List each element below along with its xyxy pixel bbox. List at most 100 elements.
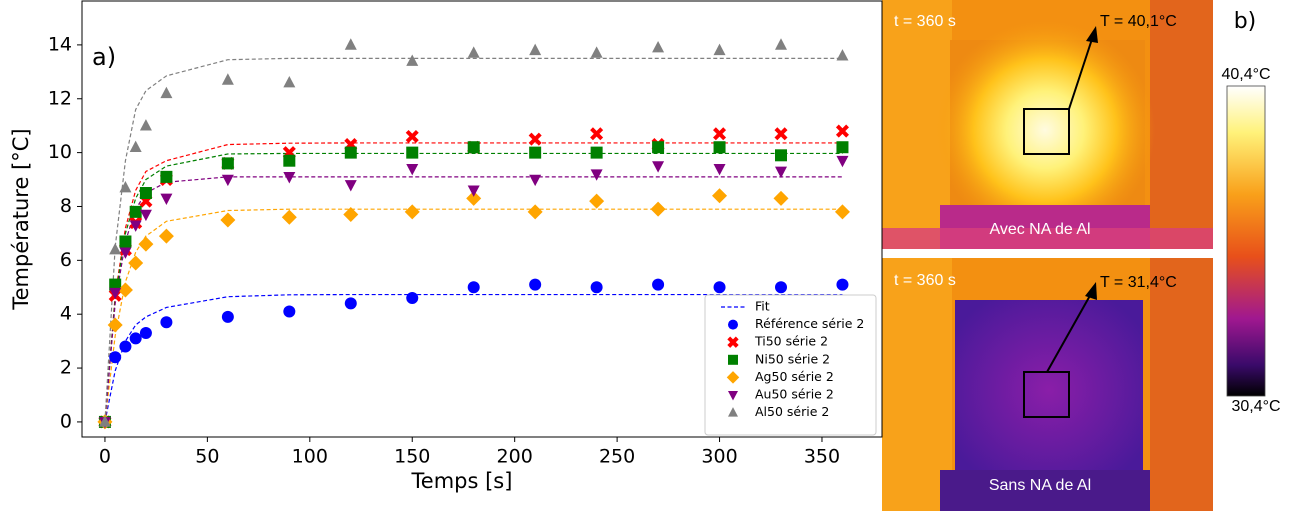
marker — [220, 212, 236, 228]
marker — [527, 204, 543, 220]
colorbar-max: 40,4°C — [1221, 66, 1270, 83]
legend-label: Ag50 série 2 — [755, 369, 834, 384]
marker — [835, 124, 849, 138]
marker — [344, 38, 357, 50]
marker — [117, 282, 133, 298]
legend-swatch — [728, 407, 738, 417]
marker — [109, 242, 122, 255]
marker — [773, 190, 789, 206]
colorbar-min: 30,4°C — [1231, 398, 1280, 415]
marker — [836, 141, 849, 154]
legend-label: Ni50 série 2 — [755, 351, 830, 366]
fit-line — [104, 57, 843, 422]
marker — [528, 132, 542, 146]
marker — [713, 43, 726, 56]
x-tick-label: 350 — [804, 446, 840, 468]
legend-label: Fit — [755, 299, 770, 314]
marker — [221, 310, 234, 323]
legend-swatch — [728, 319, 738, 330]
marker — [590, 46, 603, 58]
marker — [589, 193, 605, 209]
marker — [836, 49, 849, 61]
x-axis-label: Temps [s] — [411, 469, 513, 493]
marker — [98, 415, 111, 427]
marker — [160, 170, 173, 183]
marker — [129, 140, 142, 153]
y-axis-label: Température [°C] — [9, 128, 33, 310]
marker — [344, 297, 357, 310]
marker — [283, 75, 296, 88]
time-label: t = 360 s — [894, 272, 956, 289]
x-tick-label: 100 — [292, 446, 328, 468]
y-tick-label: 6 — [60, 249, 72, 271]
caption: Sans NA de Al — [989, 477, 1091, 494]
legend-swatch — [726, 371, 740, 384]
marker — [283, 305, 296, 318]
legend-box — [704, 294, 877, 436]
marker — [836, 278, 849, 291]
marker — [109, 351, 122, 364]
marker — [712, 188, 728, 204]
marker — [283, 154, 296, 167]
legend-label: Référence série 2 — [755, 316, 864, 331]
caption: Avec NA de Al — [989, 221, 1090, 238]
marker — [158, 228, 174, 244]
marker — [467, 141, 480, 154]
marker — [221, 174, 234, 187]
marker — [138, 236, 154, 252]
marker — [775, 149, 788, 162]
marker — [139, 187, 152, 200]
panel-label: b) — [1234, 9, 1257, 34]
x-tick-label: 200 — [497, 446, 533, 468]
y-tick-label: 4 — [60, 303, 72, 325]
marker — [406, 146, 419, 159]
temp-label: T = 40,1°C — [1100, 13, 1177, 30]
marker — [139, 119, 152, 131]
marker — [129, 220, 142, 232]
marker — [160, 86, 173, 99]
marker — [467, 46, 480, 58]
marker — [713, 127, 727, 141]
marker — [119, 340, 132, 353]
y-tick-label: 2 — [60, 357, 72, 379]
marker — [713, 141, 726, 154]
x-tick-label: 250 — [599, 446, 635, 468]
marker — [109, 287, 122, 300]
legend-label: Au50 série 2 — [755, 387, 834, 402]
x-tick-label: 300 — [701, 446, 737, 468]
legend-label: Al50 série 2 — [755, 404, 829, 419]
legend-swatch — [728, 354, 738, 365]
marker — [467, 185, 480, 197]
marker — [836, 155, 849, 168]
y-tick-label: 14 — [48, 33, 72, 55]
marker — [160, 193, 173, 205]
marker — [119, 235, 132, 248]
marker — [652, 141, 665, 154]
y-tick-label: 8 — [60, 195, 72, 217]
marker — [590, 127, 604, 141]
marker — [129, 205, 142, 218]
marker — [281, 209, 297, 225]
marker — [139, 327, 152, 340]
marker — [529, 43, 542, 56]
x-tick-label: 150 — [394, 446, 430, 468]
marker — [405, 129, 419, 143]
marker — [139, 209, 152, 222]
marker — [774, 127, 788, 141]
marker — [406, 163, 419, 176]
marker — [467, 281, 480, 294]
marker — [652, 161, 665, 173]
marker — [529, 146, 542, 159]
legend-label: Ti50 série 2 — [754, 334, 828, 349]
marker — [590, 169, 603, 181]
y-tick-label: 12 — [48, 87, 72, 109]
thermal-image-bottom: t = 360 s T = 31,4°C Sans NA de Al — [882, 258, 1213, 511]
marker — [650, 201, 666, 217]
marker — [128, 255, 144, 271]
thermal-image-top: t = 360 s T = 40,1°C Avec NA de Al — [882, 0, 1213, 249]
marker — [107, 317, 123, 333]
marker — [406, 54, 419, 66]
colorbar — [1226, 85, 1266, 397]
